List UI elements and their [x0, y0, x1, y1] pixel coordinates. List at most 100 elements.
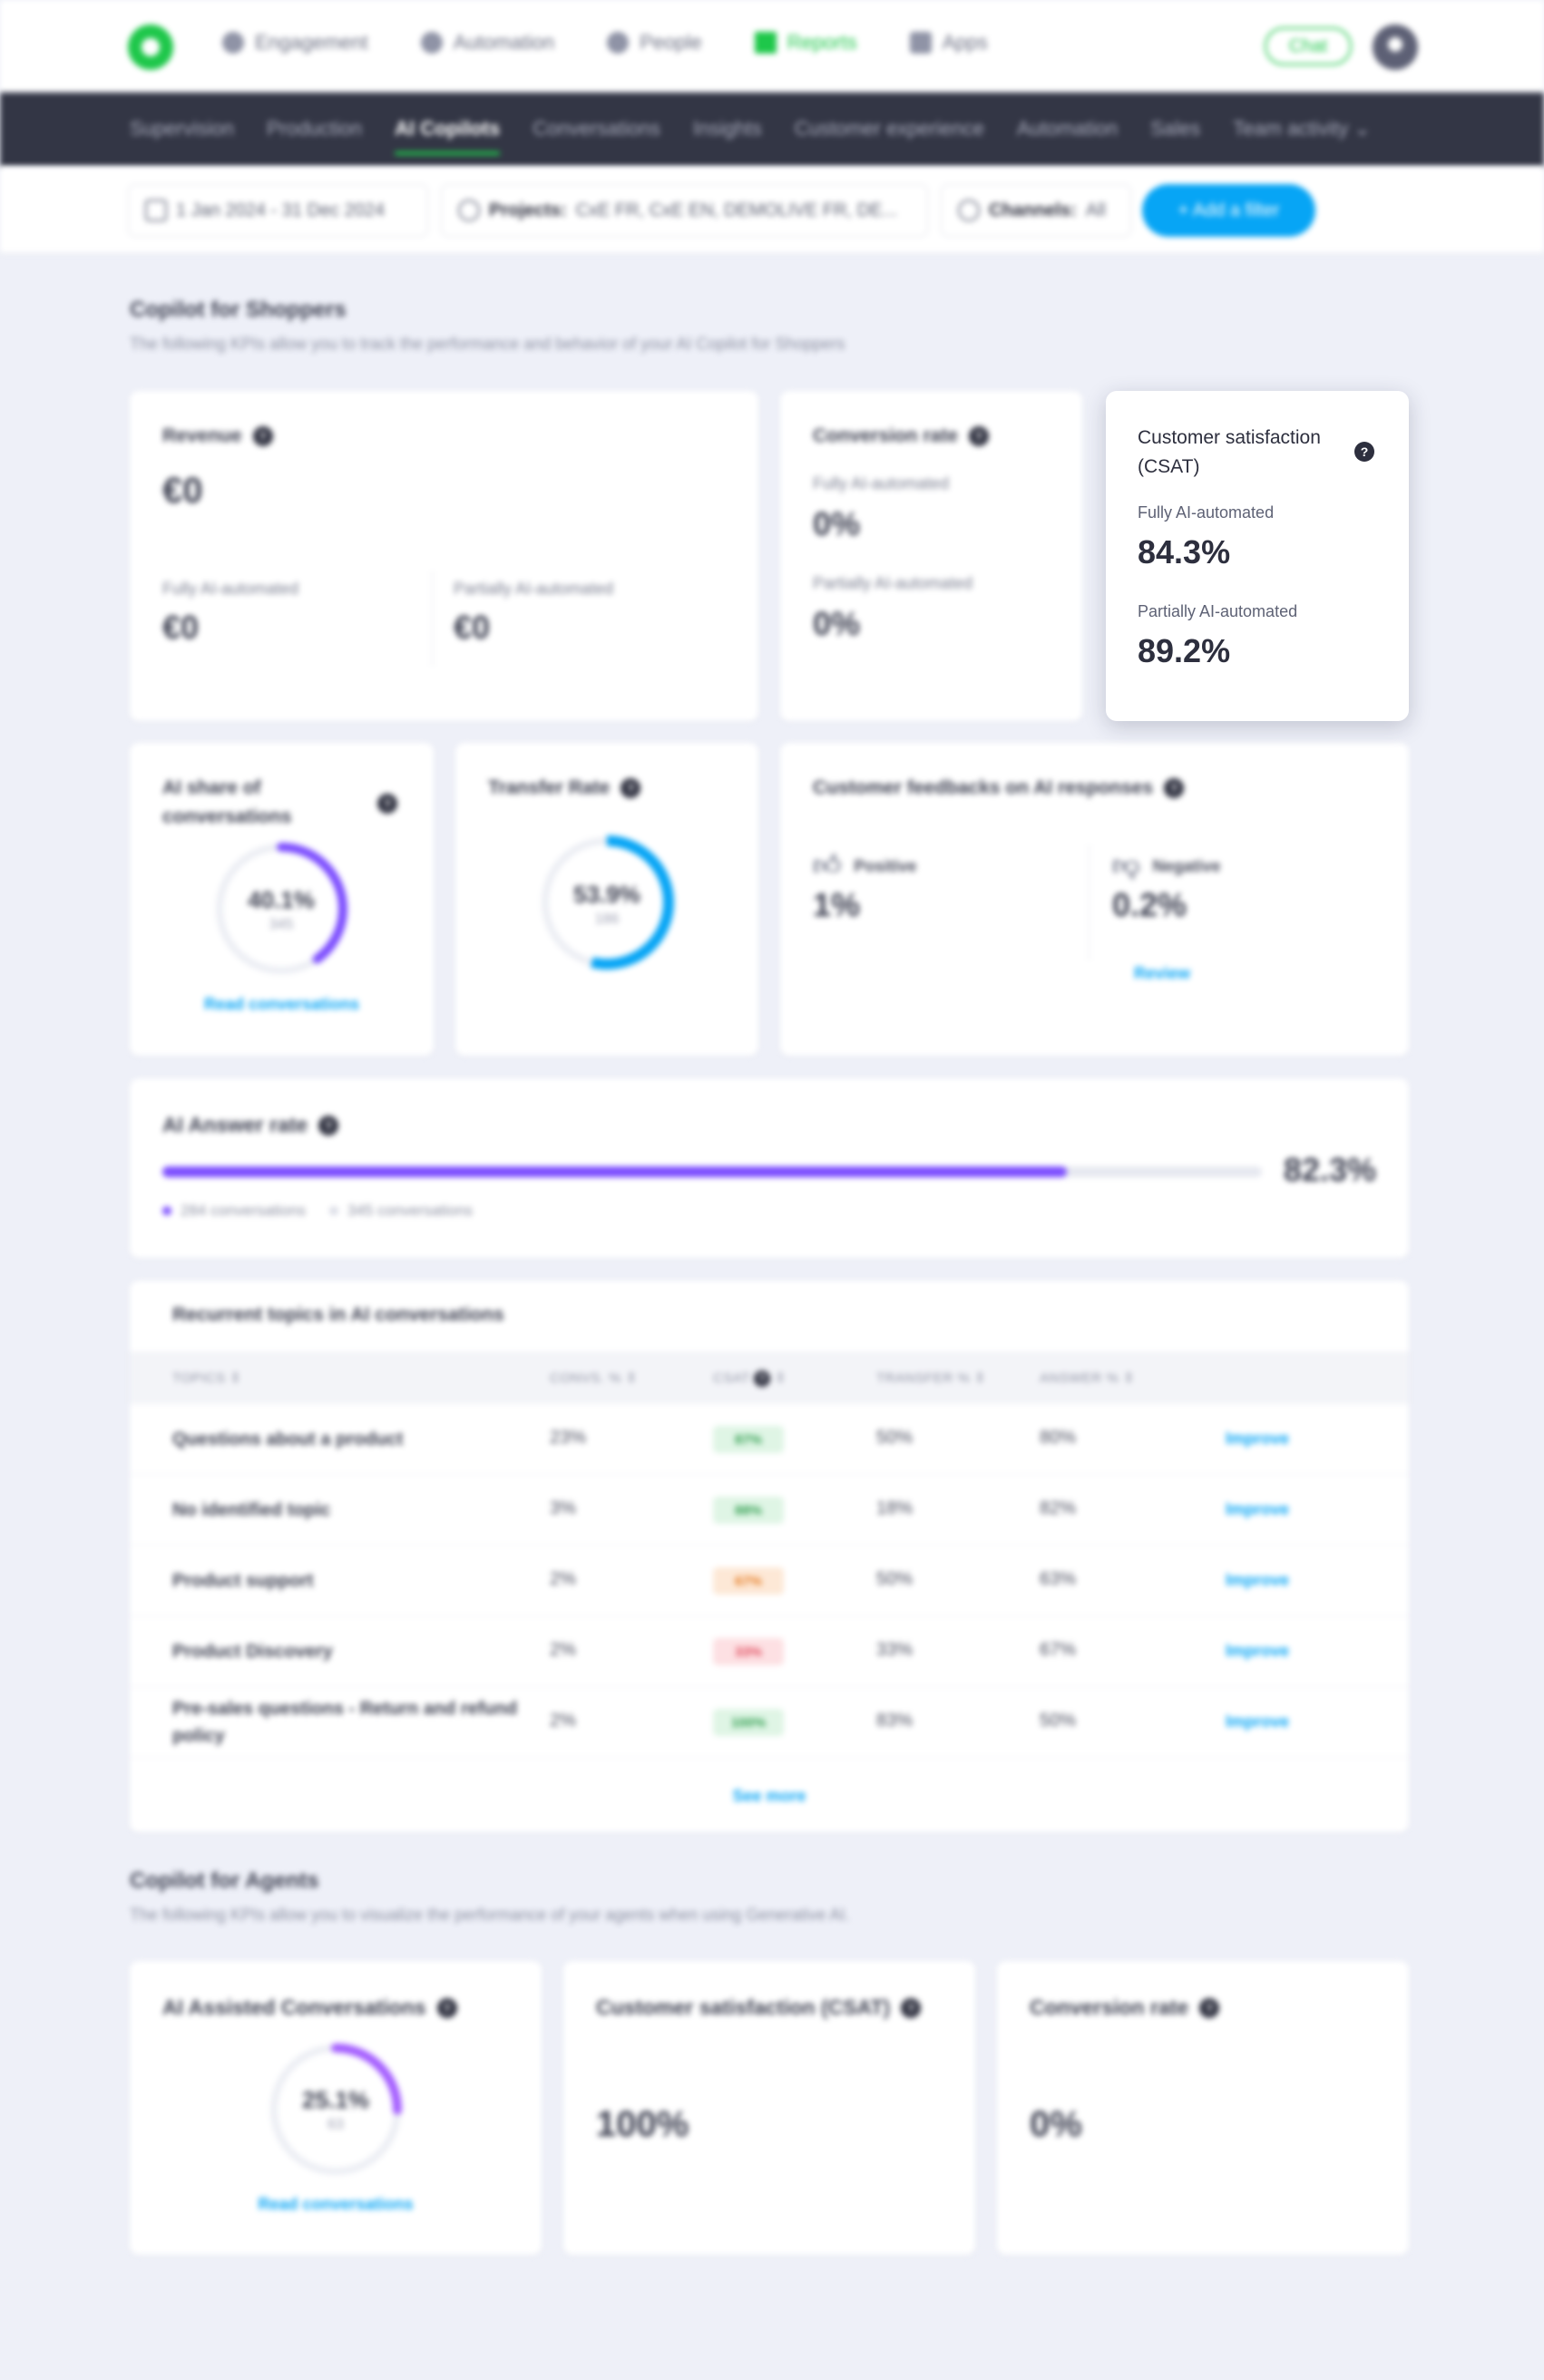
chat-bubbles-icon: [458, 200, 480, 221]
projects-filter[interactable]: Projects: CxE FR, CxE EN, DEMOLIVE FR, D…: [441, 184, 928, 237]
see-more-link[interactable]: See more: [732, 1787, 806, 1805]
answer-value: 80%: [1040, 1428, 1077, 1448]
donut-arc: [269, 2043, 402, 2176]
ai-assisted-donut: [269, 2043, 402, 2176]
tab-supervision[interactable]: Supervision: [130, 117, 234, 140]
positive-value: 1%: [813, 886, 861, 923]
nav-label: Reports: [787, 31, 857, 54]
section-title: Copilot for Agents: [130, 1868, 319, 1893]
th-convs[interactable]: CONVS. % ⇕: [550, 1370, 638, 1386]
nav-label: People: [640, 31, 702, 54]
nav-engagement[interactable]: Engagement: [222, 31, 368, 54]
add-filter-button[interactable]: + Add a filter: [1142, 184, 1315, 237]
calendar-icon: [145, 200, 167, 221]
nav-label: Engagement: [255, 31, 368, 54]
help-icon[interactable]: ?: [1354, 442, 1374, 462]
nav-apps[interactable]: Apps: [909, 31, 988, 54]
th-csat[interactable]: CSAT ? ⇕: [713, 1370, 787, 1387]
channels-filter[interactable]: Channels: All: [941, 184, 1131, 237]
help-icon[interactable]: ?: [377, 794, 397, 814]
help-icon[interactable]: ?: [318, 1115, 339, 1136]
card-title: Conversion rate?: [813, 425, 989, 447]
tab-ai-copilots[interactable]: AI Copilots: [395, 117, 501, 155]
user-avatar[interactable]: [1373, 24, 1418, 70]
help-icon[interactable]: ?: [1164, 778, 1185, 798]
csat-badge: 67%: [713, 1567, 784, 1595]
positive-label: Positive: [854, 856, 917, 875]
date-range-filter[interactable]: 1 Jan 2024 - 31 Dec 2024: [128, 184, 428, 237]
app-logo[interactable]: [128, 24, 173, 70]
help-icon[interactable]: ?: [621, 778, 641, 798]
transfer-rate-donut: [540, 835, 674, 970]
th-label: TRANSFER %: [876, 1370, 971, 1386]
nav-automation[interactable]: Automation: [420, 31, 554, 54]
donut-value: 25.1%: [302, 2086, 369, 2113]
tab-sales[interactable]: Sales: [1150, 117, 1201, 140]
answer-rate-legend: 284 conversations 345 conversations: [162, 1202, 473, 1220]
convs-value: 2%: [550, 1711, 576, 1731]
divider: [1089, 844, 1090, 961]
convs-value: 23%: [550, 1428, 587, 1448]
improve-link[interactable]: Improve: [1226, 1500, 1290, 1518]
sort-icon: ⇕: [625, 1370, 638, 1386]
th-label: CONVS. %: [550, 1370, 622, 1386]
topic-name: No identified topic: [172, 1500, 331, 1520]
read-conversations-link[interactable]: Read conversations: [258, 2195, 414, 2213]
table-row: Product Discovery 2% 33% 33% 67% Improve: [130, 1616, 1409, 1687]
read-conversations-link[interactable]: Read conversations: [203, 995, 360, 1013]
transfer-value: 50%: [876, 1428, 914, 1448]
section-subtitle: The following KPIs allow you to track th…: [130, 335, 845, 353]
card-title-text: Customer feedbacks on AI responses: [813, 777, 1154, 798]
convs-value: 3%: [550, 1498, 576, 1518]
answer-rate-card: AI Answer rate? 82.3% 284 conversations …: [130, 1078, 1409, 1258]
th-answer[interactable]: ANSWER % ⇕: [1040, 1370, 1135, 1386]
tab-production[interactable]: Production: [266, 117, 363, 140]
negative-value: 0.2%: [1112, 886, 1187, 923]
card-title-text: Customer satisfaction (CSAT): [596, 1995, 891, 2019]
nav-people[interactable]: People: [607, 31, 702, 54]
chat-button[interactable]: Chat: [1265, 27, 1352, 65]
help-icon[interactable]: ?: [252, 426, 273, 446]
table-row: Questions about a product 23% 87% 50% 80…: [130, 1404, 1409, 1475]
help-icon[interactable]: ?: [436, 1997, 457, 2018]
convs-value: 2%: [550, 1640, 576, 1660]
improve-link[interactable]: Improve: [1226, 1642, 1290, 1660]
th-transfer[interactable]: TRANSFER % ⇕: [876, 1370, 986, 1386]
improve-link[interactable]: Improve: [1226, 1429, 1290, 1448]
answer-value: 82%: [1040, 1498, 1077, 1518]
thumbs-down-icon: 👎︎: [1112, 851, 1140, 881]
chevron-down-icon: ⌄: [1353, 117, 1371, 140]
positive-feedback: 👍︎ Positive: [813, 850, 916, 883]
legend-answered: 284 conversations: [162, 1202, 306, 1220]
th-topics[interactable]: TOPICS ⇕: [172, 1370, 241, 1386]
answer-rate-bar: [162, 1166, 1262, 1177]
tab-conversations[interactable]: Conversations: [533, 117, 660, 140]
help-icon[interactable]: ?: [1199, 1997, 1220, 2018]
transfer-value: 83%: [876, 1711, 914, 1731]
conversion-value: 0%: [1030, 2104, 1082, 2144]
card-title: AI Assisted Conversations?: [162, 1995, 457, 2020]
improve-link[interactable]: Improve: [1226, 1571, 1290, 1589]
topic-name: Product Discovery: [172, 1642, 333, 1662]
help-icon[interactable]: ?: [968, 426, 989, 446]
bar-chart-icon: [754, 32, 777, 54]
nav-reports[interactable]: Reports: [754, 31, 857, 54]
tab-insights[interactable]: Insights: [692, 117, 762, 140]
help-icon: ?: [754, 1370, 771, 1387]
table-row: Pre-sales questions - Return and refund …: [130, 1687, 1409, 1758]
improve-link[interactable]: Improve: [1226, 1712, 1290, 1731]
fully-automated-label: Fully AI-automated: [1138, 503, 1275, 522]
csat-badge: 88%: [713, 1497, 784, 1524]
card-title-text: Revenue: [162, 425, 242, 446]
tab-customer-experience[interactable]: Customer experience: [794, 117, 984, 140]
tab-team-activity[interactable]: Team activity ⌄: [1233, 117, 1371, 141]
partially-automated-value: 89.2%: [1138, 632, 1231, 669]
channels-value: All: [1085, 200, 1106, 220]
review-link[interactable]: Review: [1134, 964, 1191, 982]
partially-automated-value: €0: [454, 609, 491, 646]
donut-count: 63: [327, 2117, 344, 2132]
ai-share-card: AI share of conversations ? 40.1% 345 Re…: [130, 743, 434, 1056]
help-icon[interactable]: ?: [901, 1997, 922, 2018]
sort-icon: ⇕: [974, 1370, 987, 1386]
tab-automation[interactable]: Automation: [1016, 117, 1119, 140]
